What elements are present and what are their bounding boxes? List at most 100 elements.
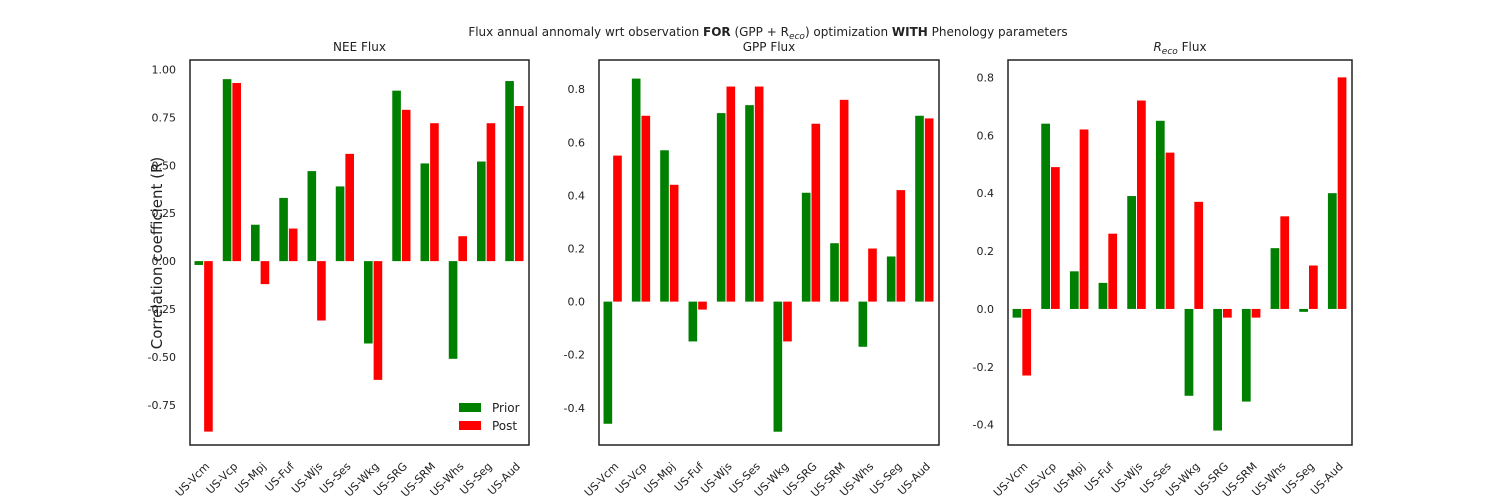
- chart-panel-3: Reco Flux-0.4-0.20.00.20.40.60.8US-VcmUS…: [973, 40, 1353, 500]
- bar-post-us-srg: [1223, 308, 1232, 318]
- bar-post-us-wjs: [1137, 100, 1146, 309]
- y-tick-label: -0.4: [973, 419, 994, 432]
- bar-prior-us-srm: [1241, 308, 1251, 402]
- bar-prior-us-aud: [915, 115, 924, 302]
- y-tick-label: 0.0: [568, 296, 586, 309]
- y-tick-label: 0.25: [152, 207, 177, 220]
- y-tick-label: 0.8: [568, 83, 586, 96]
- bar-prior-us-wkg: [1184, 308, 1194, 396]
- bar-prior-us-wjs: [307, 171, 317, 262]
- x-tick-label: US-Mpj: [642, 460, 678, 496]
- y-tick-label: 0.6: [568, 136, 586, 149]
- bar-prior-us-vcm: [1012, 308, 1022, 318]
- y-tick-label: 0.75: [152, 111, 177, 124]
- bar-prior-us-aud: [1327, 193, 1337, 309]
- bar-post-us-vcp: [1051, 167, 1060, 309]
- bar-post-us-ses: [754, 86, 764, 302]
- bar-post-us-srm: [839, 99, 849, 302]
- y-tick-label: 0.4: [568, 189, 586, 202]
- panel-title: GPP Flux: [743, 40, 796, 54]
- y-axis-label: Correlation coefficient (R): [148, 157, 166, 350]
- bar-prior-us-fuf: [1098, 282, 1108, 309]
- bar-prior-us-fuf: [688, 301, 698, 342]
- bar-post-us-aud: [514, 105, 524, 262]
- x-tick-label: US-Mpj: [1051, 460, 1087, 496]
- bar-prior-us-wjs: [716, 113, 726, 302]
- bar-prior-us-wkg: [364, 261, 373, 344]
- y-tick-label: -0.50: [148, 351, 176, 364]
- y-tick-label: 0.2: [977, 245, 995, 258]
- bar-prior-us-wjs: [1127, 196, 1136, 309]
- bar-post-us-fuf: [288, 228, 298, 262]
- bar-prior-us-mpj: [660, 150, 669, 302]
- y-tick-label: -0.75: [148, 399, 176, 412]
- figure-suptitle: Flux annual annomaly wrt observation FOR…: [468, 25, 1067, 42]
- chart-panel-1: NEE Flux -0.75 -0.50 -0.25 0.00 0.25 0.50 0.75 1…: [148, 40, 530, 500]
- bar-post-us-wjs: [317, 261, 326, 321]
- x-tick-label: US-Vcm: [582, 460, 621, 499]
- x-tick-label: US-Vcp: [1022, 460, 1059, 497]
- bar-post-us-vcm: [613, 155, 622, 302]
- y-tick-label: -0.4: [564, 402, 585, 415]
- bar-post-us-wkg: [373, 261, 383, 380]
- bar-post-us-aud: [924, 118, 934, 302]
- bar-post-us-srg: [811, 123, 821, 302]
- bar-prior-us-srg: [392, 90, 401, 262]
- bar-post-us-ses: [1165, 152, 1175, 309]
- bar-post-us-mpj: [1079, 129, 1089, 309]
- y-tick-label: 0.50: [152, 159, 177, 172]
- bar-post-us-whs: [458, 236, 467, 262]
- legend-swatch-post: [459, 421, 481, 430]
- bar-prior-us-vcp: [1041, 123, 1050, 309]
- panel-title: Reco Flux: [1153, 40, 1206, 57]
- y-tick-label: 0.2: [568, 243, 586, 256]
- x-tick-label: US-Vcm: [173, 460, 212, 499]
- bar-post-us-wkg: [1194, 201, 1204, 309]
- bar-prior-us-ses: [1155, 120, 1165, 309]
- bar-prior-us-vcm: [194, 261, 204, 265]
- bar-post-us-ses: [345, 153, 354, 262]
- bar-prior-us-whs: [448, 261, 458, 359]
- y-tick-label: -0.2: [973, 361, 994, 374]
- bar-post-us-mpj: [669, 184, 679, 302]
- y-tick-label: -0.2: [564, 349, 585, 362]
- y-tick-label: 0.0: [977, 303, 995, 316]
- bar-post-us-srm: [1251, 308, 1261, 318]
- bar-prior-us-whs: [1270, 248, 1280, 309]
- bar-post-us-seg: [486, 123, 496, 262]
- panel-title: NEE Flux: [333, 40, 386, 54]
- bar-post-us-wjs: [726, 86, 736, 302]
- chart-panel-2: GPP Flux -0.4 -0.2 0.0 0.2 0.4 0.6 0.8 US-Vcm US-…: [564, 40, 940, 500]
- bar-prior-us-srg: [801, 192, 811, 302]
- bar-post-us-srm: [430, 123, 439, 262]
- bar-prior-us-seg: [477, 161, 486, 262]
- bar-prior-us-vcp: [222, 79, 232, 262]
- bar-prior-us-ses: [745, 105, 754, 302]
- axes-frame: [1007, 59, 1353, 446]
- bar-prior-us-fuf: [279, 197, 288, 262]
- bar-post-us-whs: [868, 248, 877, 302]
- bar-prior-us-vcp: [631, 78, 641, 302]
- bar-prior-us-whs: [858, 301, 868, 347]
- bar-prior-us-wkg: [773, 301, 783, 432]
- axes-frame: [189, 59, 530, 446]
- y-tick-label: 0.00: [152, 255, 177, 268]
- bar-post-us-mpj: [260, 261, 270, 285]
- bar-post-us-vcp: [641, 115, 651, 302]
- bar-prior-us-seg: [886, 256, 896, 302]
- bar-post-us-seg: [896, 190, 906, 302]
- y-tick-label: 0.8: [977, 71, 995, 84]
- bar-post-us-whs: [1280, 216, 1290, 309]
- legend-label-prior: Prior: [492, 401, 520, 415]
- legend: Prior Post: [459, 401, 520, 433]
- bar-prior-us-mpj: [1069, 271, 1079, 309]
- x-tick-label: US-Mpj: [232, 460, 268, 496]
- bar-post-us-aud: [1337, 77, 1347, 309]
- bar-prior-us-seg: [1299, 308, 1308, 312]
- bar-prior-us-srm: [420, 163, 430, 262]
- bar-prior-us-srg: [1213, 308, 1222, 431]
- legend-swatch-prior: [459, 403, 481, 412]
- bar-post-us-srg: [401, 109, 411, 262]
- y-tick-label: -0.25: [148, 303, 176, 316]
